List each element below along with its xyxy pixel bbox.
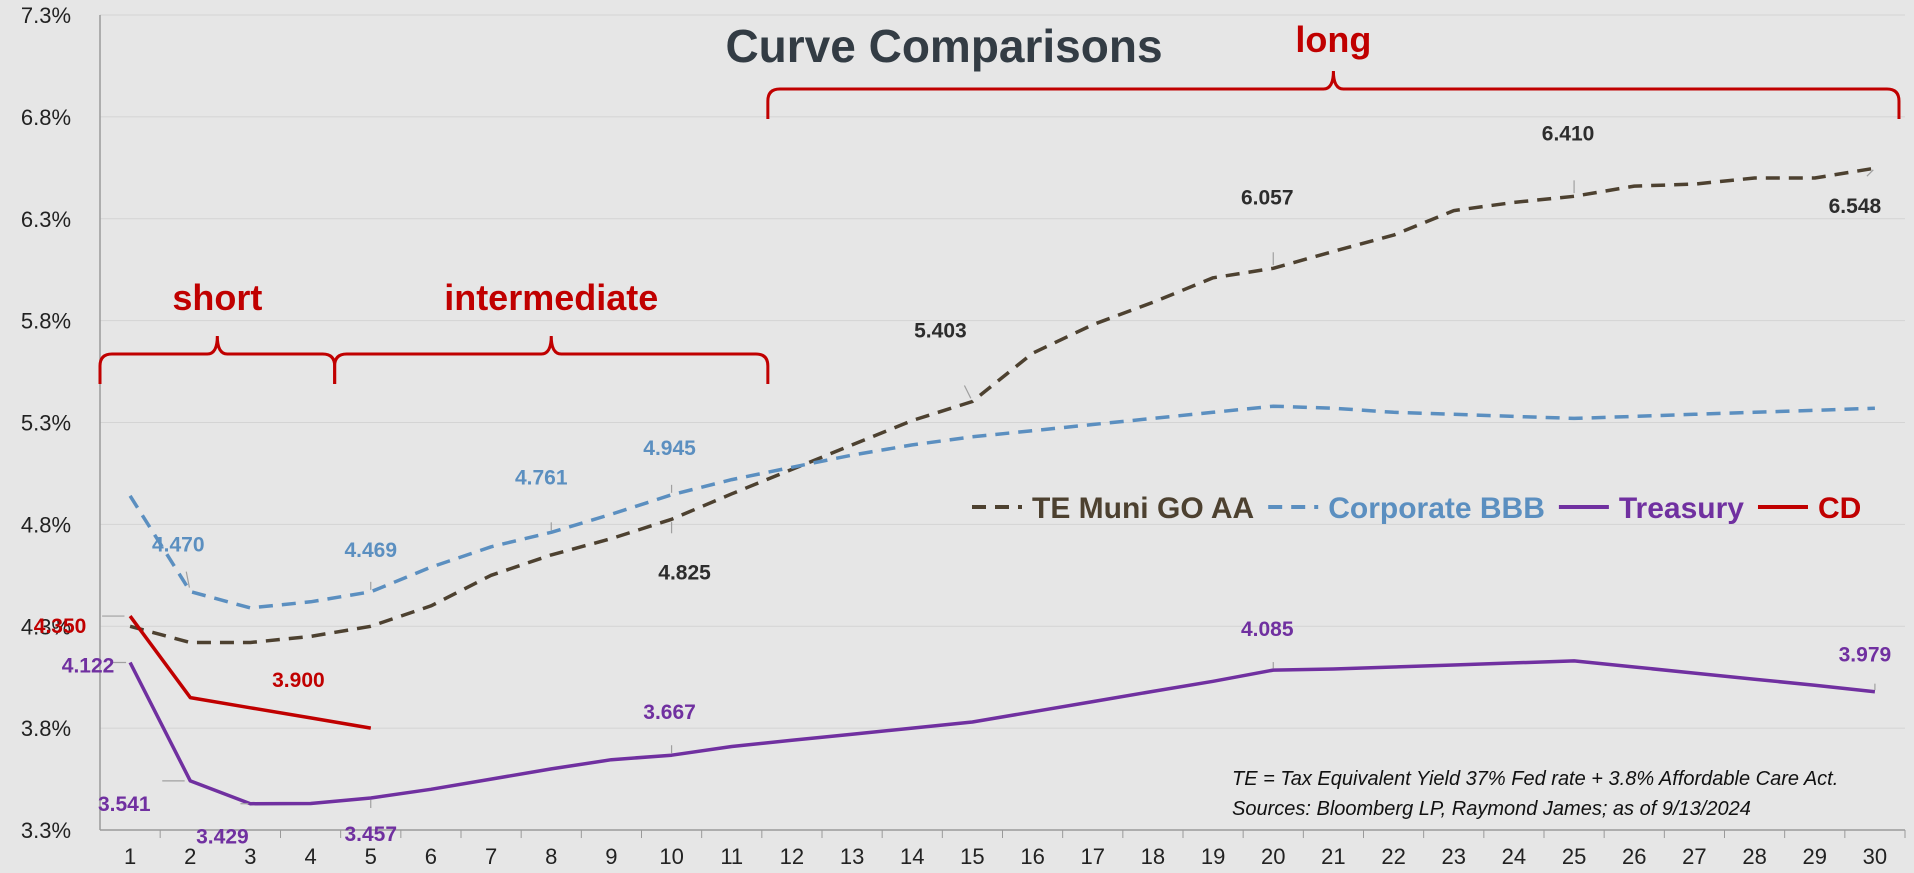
data-label: 4.761	[515, 466, 568, 489]
note-tax-equivalent: TE = Tax Equivalent Yield 37% Fed rate +…	[1232, 768, 1838, 790]
data-label: 3.667	[643, 701, 696, 724]
data-label-leader	[185, 571, 191, 588]
bracket-label-intermediate: intermediate	[444, 277, 658, 318]
bracket-label-short: short	[172, 277, 262, 318]
data-label: 6.057	[1241, 186, 1294, 209]
legend-entry-1: Corporate BBB	[1328, 492, 1545, 525]
x-tick-label: 18	[1141, 844, 1165, 869]
y-tick-label: 7.3%	[21, 3, 71, 28]
bracket-label-long: long	[1295, 19, 1371, 60]
data-label: 4.122	[62, 655, 115, 678]
y-tick-label: 5.3%	[21, 411, 71, 436]
y-tick-label: 3.8%	[21, 716, 71, 741]
x-tick-label: 8	[545, 844, 557, 869]
data-label: 4.085	[1241, 618, 1294, 641]
x-tick-label: 24	[1502, 844, 1526, 869]
axes: 3.3%3.8%4.3%4.8%5.3%5.8%6.3%6.8%7.3%1 2 3 4…	[21, 3, 1906, 869]
bracket-intermediate	[333, 335, 770, 384]
x-tick-label: 9	[605, 844, 617, 869]
data-label: 6.548	[1829, 195, 1882, 218]
x-tick-label: 20	[1261, 844, 1285, 869]
data-label-leader	[1866, 169, 1874, 177]
x-tick-label: 28	[1742, 844, 1766, 869]
y-tick-label: 6.3%	[21, 207, 71, 232]
series-line-3	[128, 615, 372, 730]
data-label: 3.457	[344, 823, 397, 846]
data-label: 6.410	[1542, 122, 1595, 145]
x-tick-label: 16	[1020, 844, 1044, 869]
x-tick-label: 6	[425, 844, 437, 869]
x-tick-label: 11	[720, 844, 743, 869]
y-tick-label: 6.8%	[21, 105, 71, 130]
series-lines	[128, 166, 1876, 806]
data-label: 3.900	[272, 669, 325, 692]
data-label: 3.541	[98, 793, 151, 816]
data-labels: 4.825 5.403 6.057 6.410 6.548 4.470 4.469 4.761…	[34, 122, 1891, 848]
series-line-0	[129, 166, 1876, 645]
x-tick-label: 3	[244, 844, 256, 869]
bracket-short	[98, 335, 337, 384]
gridlines	[100, 14, 1905, 831]
series-line-1	[128, 404, 1875, 610]
x-tick-label: 19	[1201, 844, 1225, 869]
x-tick-label: 21	[1321, 844, 1345, 869]
x-tick-label: 29	[1803, 844, 1827, 869]
y-tick-label: 4.3%	[21, 614, 71, 639]
data-label: 4.350	[34, 615, 87, 638]
x-tick-label: 30	[1863, 844, 1887, 869]
data-label: 4.825	[658, 561, 711, 584]
legend-entry-3: CD	[1818, 492, 1861, 525]
y-tick-label: 4.8%	[21, 512, 71, 537]
x-tick-label: 27	[1682, 844, 1706, 869]
data-label: 4.945	[643, 437, 696, 460]
x-tick-label: 12	[780, 844, 804, 869]
series-line-2	[128, 659, 1876, 806]
x-tick-label: 25	[1562, 844, 1586, 869]
legend: TE Muni GO AA Corporate BBB Treasury CD	[972, 492, 1861, 525]
x-tick-label: 23	[1442, 844, 1466, 869]
x-tick-label: 22	[1381, 844, 1405, 869]
legend-entry-0: TE Muni GO AA	[1032, 492, 1254, 525]
y-tick-label: 3.3%	[21, 818, 71, 843]
x-tick-label: 15	[960, 844, 984, 869]
x-tick-label: 7	[485, 844, 497, 869]
legend-entry-2: Treasury	[1619, 492, 1744, 525]
note-sources: Sources: Bloomberg LP, Raymond James; as…	[1232, 798, 1751, 820]
data-label: 4.470	[152, 534, 205, 557]
x-tick-label: 13	[840, 844, 864, 869]
x-tick-label: 14	[900, 844, 924, 869]
x-tick-label: 1	[124, 844, 136, 869]
chart-title: Curve Comparisons	[725, 20, 1162, 72]
data-label: 5.403	[914, 320, 967, 343]
maturity-brackets: short intermediate long	[98, 19, 1901, 384]
data-label: 3.429	[196, 826, 249, 849]
bracket-long	[766, 70, 1901, 119]
data-label: 3.979	[1839, 644, 1892, 667]
data-label-leader	[963, 385, 972, 399]
x-tick-label: 5	[365, 844, 377, 869]
x-tick-label: 10	[659, 844, 683, 869]
x-tick-label: 4	[304, 844, 316, 869]
x-tick-label: 17	[1081, 844, 1105, 869]
x-tick-label: 2	[184, 844, 196, 869]
x-tick-label: 26	[1622, 844, 1646, 869]
data-label: 4.469	[344, 539, 397, 562]
y-tick-label: 5.8%	[21, 309, 71, 334]
